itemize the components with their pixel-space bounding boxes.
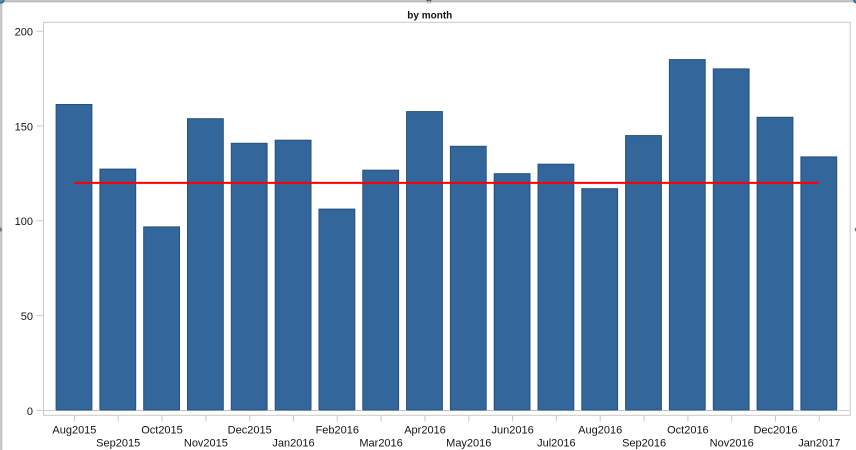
svg-text:0: 0 <box>27 406 33 418</box>
svg-text:Mar2016: Mar2016 <box>359 438 402 450</box>
svg-text:Jan2016: Jan2016 <box>272 438 314 450</box>
svg-text:Nov2016: Nov2016 <box>710 438 754 450</box>
svg-text:50: 50 <box>21 311 33 323</box>
svg-text:Feb2016: Feb2016 <box>316 425 359 437</box>
svg-text:Jan2017: Jan2017 <box>798 438 840 450</box>
svg-text:Nov2015: Nov2015 <box>184 438 228 450</box>
svg-text:Aug2015: Aug2015 <box>52 425 96 437</box>
svg-text:Sep2015: Sep2015 <box>96 438 140 450</box>
svg-text:Dec2016: Dec2016 <box>753 425 797 437</box>
svg-text:Aug2016: Aug2016 <box>578 425 622 437</box>
svg-text:Apr2016: Apr2016 <box>404 425 446 437</box>
svg-text:Oct2016: Oct2016 <box>667 425 709 437</box>
svg-text:150: 150 <box>15 121 33 133</box>
svg-text:Jun2016: Jun2016 <box>491 425 533 437</box>
svg-text:May2016: May2016 <box>446 438 491 450</box>
svg-text:Sep2016: Sep2016 <box>622 438 666 450</box>
svg-text:Oct2015: Oct2015 <box>141 425 183 437</box>
svg-text:200: 200 <box>15 27 33 39</box>
svg-text:Jul2016: Jul2016 <box>537 438 576 450</box>
svg-text:by month: by month <box>407 10 452 21</box>
svg-text:100: 100 <box>15 216 33 228</box>
svg-text:Dec2015: Dec2015 <box>228 425 272 437</box>
